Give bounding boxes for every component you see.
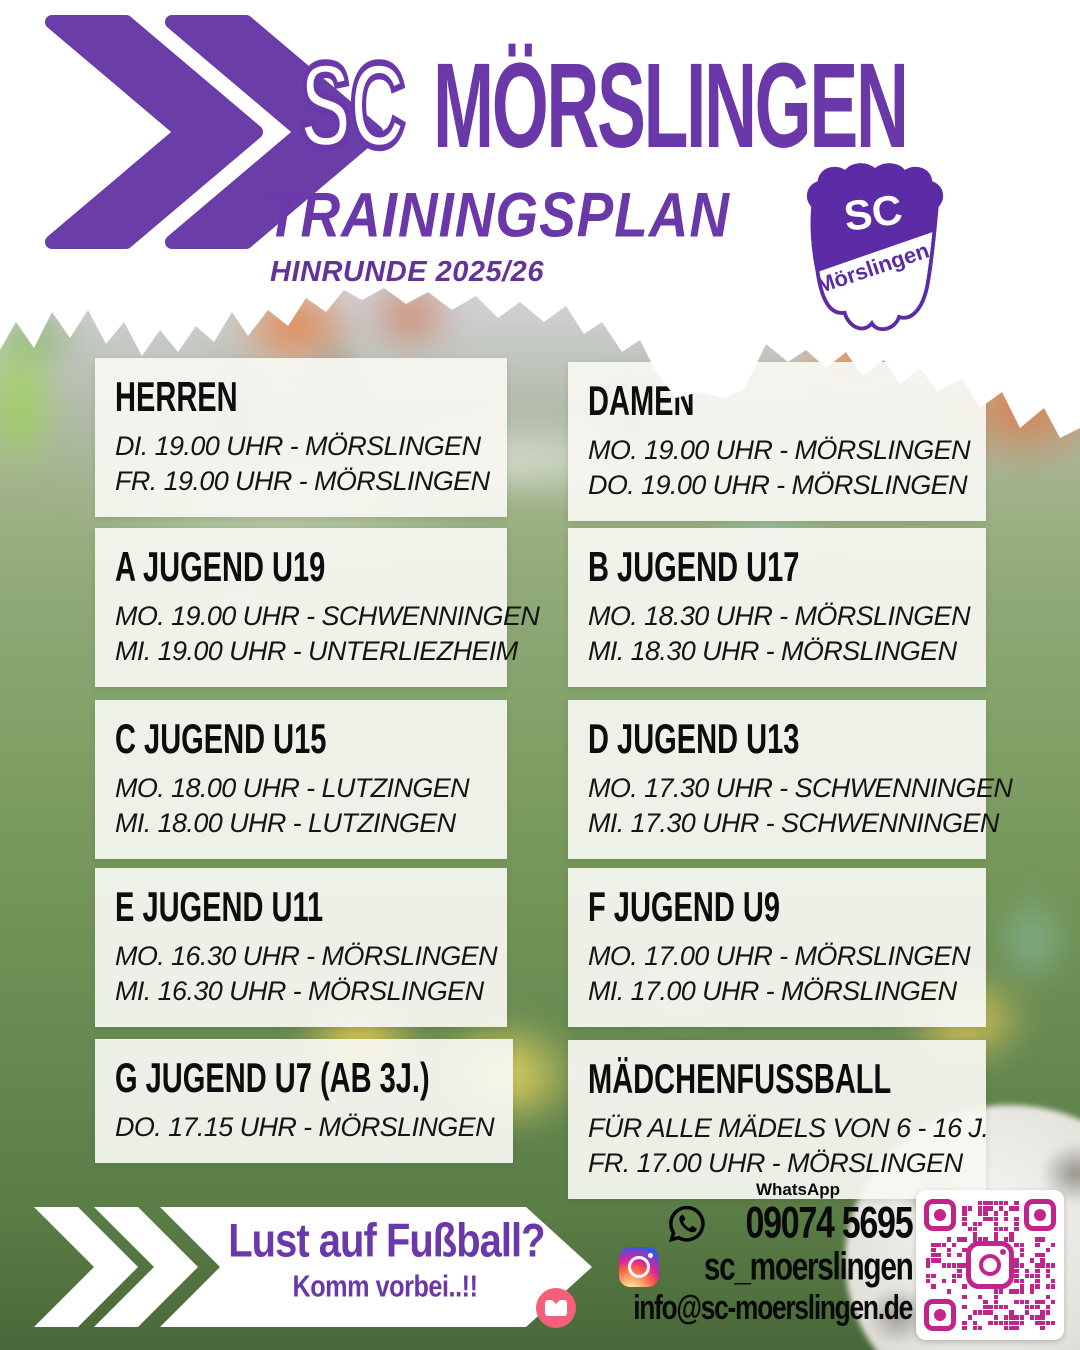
team-box-b-jugend: B JUGEND U17 MO. 18.30 UHR - MÖRSLINGEN …: [568, 528, 986, 688]
phone-row: 09074 5695: [666, 1198, 913, 1248]
team-name: C JUGEND U15: [115, 715, 327, 762]
team-box-a-jugend: A JUGEND U19 MO. 19.00 UHR - SCHWENNINGE…: [95, 528, 540, 688]
team-box-maedchenfussball: MÄDCHENFUSSBALL FÜR ALLE MÄDELS VON 6 - …: [568, 1040, 989, 1200]
phone-number: 09074 5695: [745, 1198, 913, 1248]
team-box-g-jugend: G JUGEND U7 (AB 3J.) DO. 17.15 UHR - MÖR…: [95, 1039, 513, 1164]
training-time: MO. 16.30 UHR - MÖRSLINGEN: [115, 941, 498, 971]
poster-subtitle: HINRUNDE 2025/26: [270, 256, 544, 288]
qr-finder-icon: [1024, 1199, 1056, 1231]
qr-center-instagram-icon: [966, 1241, 1014, 1289]
club-prefix: SC: [298, 38, 408, 173]
team-box-herren: HERREN DI. 19.00 UHR - MÖRSLINGEN FR. 19…: [95, 358, 507, 518]
email-address: info@sc-moerslingen.de: [633, 1287, 913, 1328]
team-name: MÄDCHENFUSSBALL: [588, 1055, 892, 1102]
training-time: MO. 19.00 UHR - MÖRSLINGEN: [588, 435, 971, 465]
club-badge: SC Mörslingen: [806, 163, 944, 331]
badge-sc-text: SC: [841, 185, 905, 240]
cta-line1: Lust auf Fußball?: [228, 1214, 545, 1267]
team-name: HERREN: [115, 373, 238, 420]
team-name: G JUGEND U7 (AB 3J.): [115, 1054, 430, 1101]
team-box-damen: DAMEN MO. 19.00 UHR - MÖRSLINGEN DO. 19.…: [568, 362, 986, 522]
team-name: E JUGEND U11: [115, 883, 324, 930]
training-time: MI. 17.30 UHR - SCHWENNINGEN: [588, 808, 999, 839]
cta-chevron-icon: [34, 1207, 138, 1327]
cta-line2: Komm vorbei..!!: [292, 1269, 478, 1304]
training-time: MO. 18.00 UHR - LUTZINGEN: [115, 773, 470, 803]
whatsapp-label: WhatsApp: [755, 1180, 840, 1199]
cta-arrow-banner: [34, 1207, 592, 1327]
qr-finder-icon: [924, 1299, 956, 1331]
training-time: DO. 19.00 UHR - MÖRSLINGEN: [588, 470, 968, 501]
team-box-f-jugend: F JUGEND U9 MO. 17.00 UHR - MÖRSLINGEN M…: [568, 868, 986, 1028]
whatsapp-icon: [668, 1205, 705, 1242]
qr-pattern: [926, 1201, 1056, 1331]
training-time: FÜR ALLE MÄDELS VON 6 - 16 J.: [588, 1113, 989, 1143]
training-time: MI. 16.30 UHR - MÖRSLINGEN: [115, 976, 484, 1007]
qr-finder-icon: [924, 1199, 956, 1231]
instagram-qr-code: [916, 1190, 1064, 1340]
club-name: MÖRSLINGEN: [433, 38, 909, 173]
training-time: MO. 17.30 UHR - SCHWENNINGEN: [588, 773, 1013, 803]
training-time: DO. 17.15 UHR - MÖRSLINGEN: [115, 1112, 495, 1142]
team-box-d-jugend: D JUGEND U13 MO. 17.30 UHR - SCHWENNINGE…: [568, 700, 1013, 860]
team-name: A JUGEND U19: [115, 543, 326, 590]
training-time: MO. 19.00 UHR - SCHWENNINGEN: [115, 601, 540, 631]
training-time: MI. 18.00 UHR - LUTZINGEN: [115, 808, 456, 839]
double-chevron-icon: [45, 15, 383, 249]
training-time: DI. 19.00 UHR - MÖRSLINGEN: [115, 431, 481, 461]
club-title: SC MÖRSLINGEN: [298, 42, 1040, 169]
instagram-icon: [618, 1247, 659, 1287]
instagram-handle: sc_moerslingen: [703, 1244, 913, 1289]
team-name: B JUGEND U17: [588, 543, 800, 590]
poster-title: TRAININGSPLAN: [266, 179, 730, 251]
email-row: info@sc-moerslingen.de: [536, 1287, 913, 1328]
email-icon: [536, 1288, 577, 1328]
training-time: MO. 17.00 UHR - MÖRSLINGEN: [588, 941, 971, 971]
team-box-e-jugend: E JUGEND U11 MO. 16.30 UHR - MÖRSLINGEN …: [95, 868, 507, 1028]
team-box-c-jugend: C JUGEND U15 MO. 18.00 UHR - LUTZINGEN M…: [95, 700, 507, 860]
training-time: MI. 18.30 UHR - MÖRSLINGEN: [588, 636, 957, 667]
cta-banner-shape: [160, 1207, 592, 1327]
training-time: MI. 17.00 UHR - MÖRSLINGEN: [588, 976, 957, 1007]
contact-block: WhatsApp 09074 5695 sc_moerslingen info@…: [536, 1180, 913, 1328]
cta-chevron-icon: [94, 1207, 198, 1327]
instagram-row: sc_moerslingen: [618, 1244, 913, 1289]
team-name: F JUGEND U9: [588, 883, 781, 930]
training-time: MO. 18.30 UHR - MÖRSLINGEN: [588, 601, 971, 631]
training-time: MI. 19.00 UHR - UNTERLIEZHEIM: [115, 636, 518, 667]
training-time: FR. 19.00 UHR - MÖRSLINGEN: [115, 466, 490, 497]
training-time: FR. 17.00 UHR - MÖRSLINGEN: [588, 1148, 963, 1179]
team-name: D JUGEND U13: [588, 715, 800, 762]
